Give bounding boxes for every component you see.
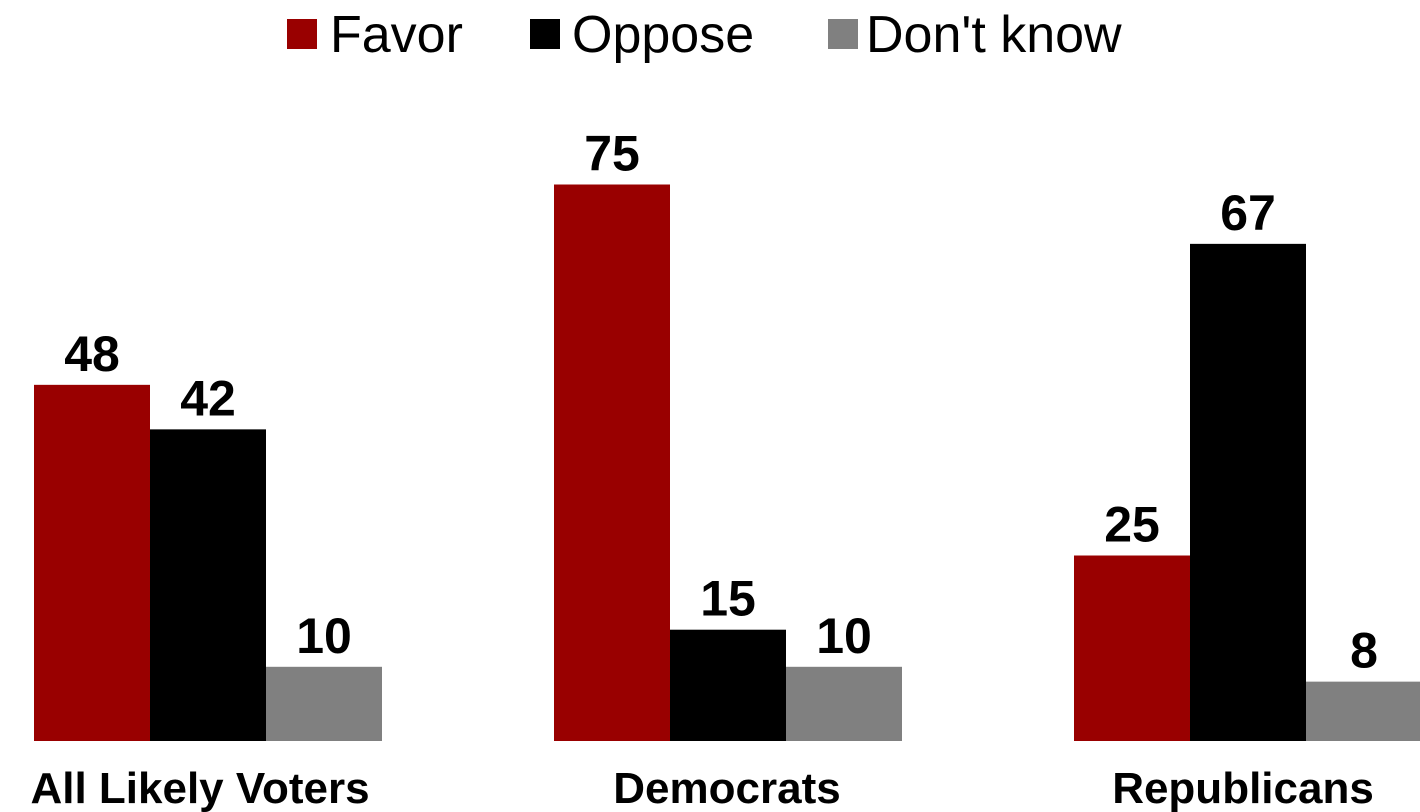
bar-all-likely-voters-favor [34,384,150,741]
value-labels-group: 48 42 10 75 15 10 25 67 8 [64,126,1378,679]
bar-democrats-oppose [670,629,786,741]
data-label-all-likely-voters-oppose: 42 [180,370,236,426]
bars-group [34,184,1420,742]
data-label-republicans-favor: 25 [1104,497,1160,553]
data-label-democrats-oppose: 15 [700,571,756,627]
legend-item-oppose: Oppose [530,6,754,64]
legend-item-favor: Favor [287,6,463,64]
legend-label-favor: Favor [330,6,463,64]
category-label-democrats: Democrats [613,764,840,812]
bar-all-likely-voters-oppose [150,429,266,741]
legend-swatch-oppose [530,19,560,49]
data-label-republicans-oppose: 67 [1220,185,1276,241]
category-label-all-likely-voters: All Likely Voters [30,764,369,812]
bar-republicans-oppose [1190,243,1306,742]
data-label-democrats-don-t-know: 10 [816,608,872,664]
category-labels-group: All Likely Voters Democrats Republicans [30,764,1373,812]
legend-label-oppose: Oppose [572,6,754,64]
bar-democrats-don-t-know [786,666,902,741]
bar-republicans-don-t-know [1306,681,1420,741]
legend-swatch-favor [287,19,317,49]
legend-label-dont-know: Don't know [866,6,1122,64]
bar-republicans-favor [1074,555,1190,741]
bar-all-likely-voters-don-t-know [266,666,382,741]
bar-democrats-favor [554,184,670,741]
legend-item-dont-know: Don't know [828,6,1122,64]
category-label-republicans: Republicans [1112,764,1374,812]
data-label-democrats-favor: 75 [584,126,640,182]
legend-swatch-dont-know [828,19,858,49]
data-label-all-likely-voters-favor: 48 [64,326,120,382]
data-label-republicans-don-t-know: 8 [1350,623,1378,679]
chart-legend: Favor Oppose Don't know [287,6,1122,64]
data-label-all-likely-voters-don-t-know: 10 [296,608,352,664]
